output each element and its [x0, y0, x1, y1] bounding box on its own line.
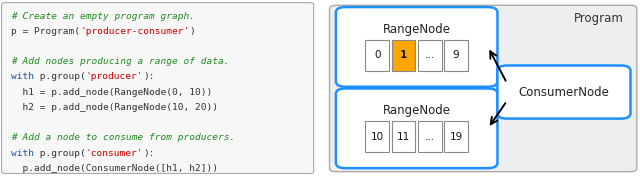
FancyBboxPatch shape: [418, 40, 442, 71]
FancyBboxPatch shape: [1, 3, 314, 173]
Text: RangeNode: RangeNode: [383, 104, 451, 117]
Text: with: with: [11, 72, 34, 81]
FancyBboxPatch shape: [392, 121, 415, 152]
Text: ConsumerNode: ConsumerNode: [518, 85, 609, 99]
Text: ): ): [189, 27, 195, 36]
FancyBboxPatch shape: [330, 5, 637, 172]
Text: Program: Program: [574, 12, 624, 25]
Text: RangeNode: RangeNode: [383, 23, 451, 36]
FancyBboxPatch shape: [365, 121, 389, 152]
FancyBboxPatch shape: [444, 40, 468, 71]
Text: 0: 0: [374, 50, 380, 60]
Text: # Add a node to consume from producers.: # Add a node to consume from producers.: [11, 133, 236, 142]
Text: h1 = p.add_node(RangeNode(0, 10)): h1 = p.add_node(RangeNode(0, 10)): [11, 88, 212, 97]
Text: p.group(: p.group(: [34, 72, 86, 81]
Text: with: with: [11, 149, 34, 158]
FancyBboxPatch shape: [392, 40, 415, 71]
Text: ...: ...: [425, 50, 435, 60]
Text: 'producer': 'producer': [86, 72, 143, 81]
FancyBboxPatch shape: [444, 121, 468, 152]
Text: ):: ):: [143, 72, 155, 81]
FancyBboxPatch shape: [365, 40, 389, 71]
FancyBboxPatch shape: [418, 121, 442, 152]
Text: 11: 11: [397, 132, 410, 142]
Text: 9: 9: [452, 50, 460, 60]
Text: 19: 19: [449, 132, 463, 142]
Text: 1: 1: [400, 50, 407, 60]
Text: p.add_node(ConsumerNode([h1, h2])): p.add_node(ConsumerNode([h1, h2])): [11, 164, 218, 173]
FancyBboxPatch shape: [336, 88, 497, 168]
FancyBboxPatch shape: [497, 65, 630, 119]
Text: # Add nodes producing a range of data.: # Add nodes producing a range of data.: [11, 57, 230, 66]
Text: p = Program(: p = Program(: [11, 27, 80, 36]
Text: 10: 10: [371, 132, 384, 142]
Text: 'producer-consumer': 'producer-consumer': [80, 27, 189, 36]
Text: ):: ):: [143, 149, 155, 158]
Text: 'consumer': 'consumer': [86, 149, 143, 158]
Text: # Create an empty program graph.: # Create an empty program graph.: [11, 12, 195, 21]
Text: ...: ...: [425, 132, 435, 142]
Text: h2 = p.add_node(RangeNode(10, 20)): h2 = p.add_node(RangeNode(10, 20)): [11, 103, 218, 112]
FancyBboxPatch shape: [336, 7, 497, 87]
Text: p.group(: p.group(: [34, 149, 86, 158]
